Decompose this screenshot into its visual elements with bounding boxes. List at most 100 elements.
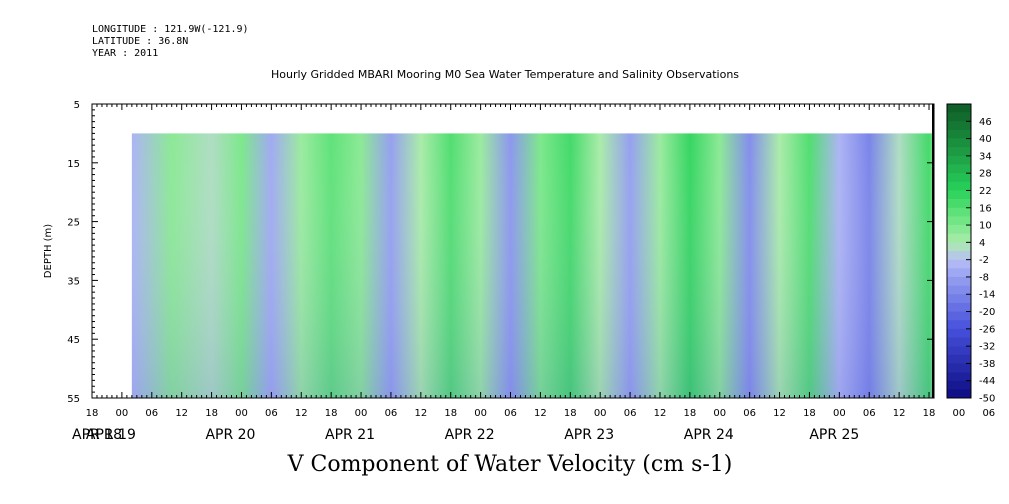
colorbar-label: 4	[979, 238, 985, 249]
colorbar-swatch	[947, 363, 971, 373]
x-hour-label: 00	[594, 408, 607, 419]
colorbar-label: 46	[979, 117, 992, 128]
x-date-label: APR 25	[809, 427, 859, 443]
colorbar-swatch	[947, 112, 971, 122]
x-hour-label: 06	[624, 408, 637, 419]
x-hour-label: 12	[893, 408, 906, 419]
x-hour-label: 00	[713, 408, 726, 419]
colorbar-swatch	[947, 268, 971, 278]
colorbar-swatch	[947, 328, 971, 338]
colorbar-swatch	[947, 372, 971, 382]
colorbar-swatch	[947, 259, 971, 269]
x-hour-label: 12	[773, 408, 786, 419]
x-hour-label: 18	[684, 408, 697, 419]
latitude-label: LATITUDE : 36.8N	[92, 36, 189, 47]
x-hour-label: 18	[803, 408, 816, 419]
colorbar-swatch	[947, 199, 971, 209]
colorbar-swatch	[947, 181, 971, 191]
x-hour-label: 00	[235, 408, 248, 419]
colorbar-label: -20	[979, 307, 995, 318]
x-date-label: APR 18	[72, 427, 122, 443]
colorbar-swatch	[947, 337, 971, 347]
x-hour-label: 12	[654, 408, 667, 419]
colorbar-swatch	[947, 311, 971, 321]
y-axis-label: DEPTH (m)	[43, 224, 54, 278]
colorbar-swatch	[947, 225, 971, 235]
mooring-metadata: LONGITUDE : 121.9W(-121.9) LATITUDE : 36…	[92, 24, 249, 60]
colorbar-swatch	[947, 138, 971, 148]
colorbar-swatch	[947, 320, 971, 330]
x-hour-label: 00	[953, 408, 966, 419]
x-hour-label: 06	[743, 408, 756, 419]
x-date-label: APR 23	[564, 427, 614, 443]
year-label: YEAR : 2011	[92, 48, 159, 59]
colorbar-label: 10	[979, 221, 992, 232]
depth-shading	[131, 133, 935, 398]
colorbar-swatch	[947, 155, 971, 165]
x-hour-label: 18	[444, 408, 457, 419]
heatmap-layer	[131, 133, 935, 398]
colorbar-swatch	[947, 251, 971, 260]
colorbar-swatch	[947, 380, 971, 390]
colorbar-label: 22	[979, 186, 992, 197]
x-hour-label: 18	[205, 408, 218, 419]
x-hour-label: 00	[355, 408, 368, 419]
colorbar-label: -14	[979, 290, 995, 301]
chart-title: Hourly Gridded MBARI Mooring M0 Sea Wate…	[270, 68, 740, 81]
colorbar-label: -2	[979, 255, 989, 266]
x-axis-label: V Component of Water Velocity (cm s-1)	[287, 452, 733, 477]
x-hour-label: 00	[474, 408, 487, 419]
y-tick-label: 35	[67, 276, 80, 287]
x-hour-label: 06	[504, 408, 517, 419]
colorbar-frame	[946, 103, 972, 399]
colorbar-label: -32	[979, 342, 995, 353]
x-date-label: APR 24	[684, 427, 734, 443]
x-date-label: APR 19	[86, 427, 136, 443]
colorbar-label: -8	[979, 272, 989, 283]
colorbar: 46 40 34 28 22 16 10 4 -2 -8 -14 -20 -26 -32 -38 -44 -50	[946, 103, 995, 405]
y-tick-label: 25	[67, 218, 80, 229]
y-tick-label: 45	[67, 335, 80, 346]
colorbar-swatch	[947, 147, 971, 157]
x-hour-label: 06	[863, 408, 876, 419]
y-axis: 5 15 25 35 45 55	[67, 100, 933, 405]
x-minor-ticks	[91, 104, 935, 398]
colorbar-label: -38	[979, 359, 995, 370]
x-hour-label: 18	[923, 408, 936, 419]
x-hour-label: 06	[145, 408, 158, 419]
y-tick-label: 55	[67, 394, 80, 405]
longitude-label: LONGITUDE : 121.9W(-121.9)	[92, 24, 249, 35]
colorbar-swatch	[947, 104, 971, 113]
colorbar-swatch	[947, 207, 971, 217]
colorbar-swatch	[947, 129, 971, 139]
colorbar-swatch	[947, 346, 971, 356]
colorbar-swatch	[947, 294, 971, 304]
colorbar-swatch	[947, 302, 971, 312]
colorbar-swatch	[947, 285, 971, 295]
x-hour-label: 18	[564, 408, 577, 419]
colorbar-label: -50	[979, 394, 995, 405]
x-hour-label: 00	[833, 408, 846, 419]
x-date-label: APR 22	[445, 427, 495, 443]
x-hour-label: 06	[982, 408, 995, 419]
colorbar-swatch	[947, 389, 971, 399]
colorbar-label: 28	[979, 169, 992, 180]
x-hour-label: 12	[175, 408, 188, 419]
x-date-label: APR 20	[205, 427, 255, 443]
colorbar-label: -44	[979, 376, 995, 387]
colorbar-swatch	[947, 354, 971, 364]
y-tick-label: 15	[67, 159, 80, 170]
colorbar-swatch	[947, 173, 971, 183]
colorbar-label: 16	[979, 203, 992, 214]
colorbar-swatch	[947, 233, 971, 243]
colorbar-label: 40	[979, 134, 992, 145]
x-hour-label: 12	[534, 408, 547, 419]
colorbar-swatch	[947, 242, 971, 252]
y-tick-label: 5	[74, 100, 80, 111]
x-hour-label: 18	[325, 408, 338, 419]
x-date-label: APR 21	[325, 427, 375, 443]
colorbar-swatch	[947, 276, 971, 286]
colorbar-swatch	[947, 216, 971, 226]
colorbar-swatch	[947, 121, 971, 131]
